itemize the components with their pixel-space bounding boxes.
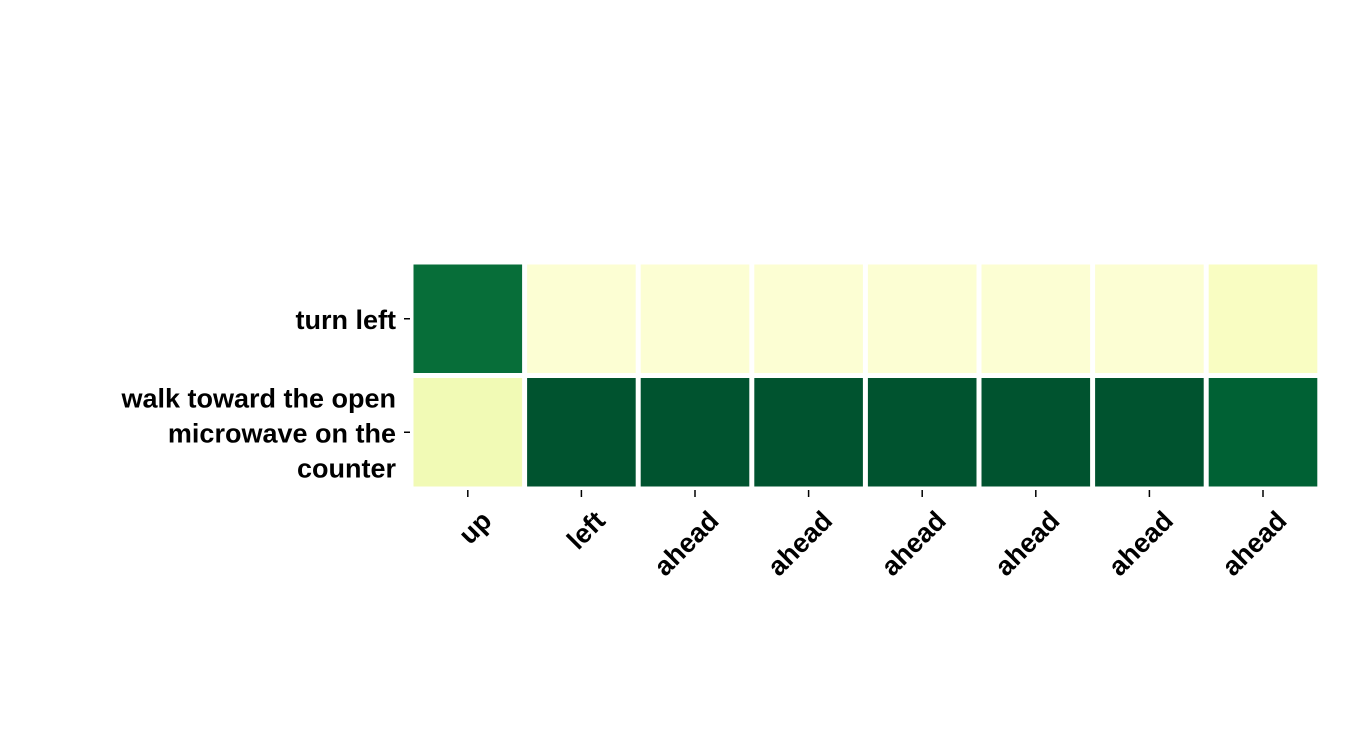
heatmap-cell-r1-c2	[640, 378, 750, 487]
heatmap-cell-r1-c6	[1095, 378, 1204, 487]
heatmap-cell-r1-c1	[527, 378, 636, 487]
heatmap-cell-r1-c3	[754, 378, 863, 487]
x-tick-label-3: ahead	[762, 505, 838, 581]
heatmap-cell-r1-c7	[1208, 378, 1318, 487]
x-tick-label-7: ahead	[1216, 505, 1292, 581]
y-tick-label-1: walk toward the open microwave on the coun…	[120, 383, 396, 483]
x-tick-label-6: ahead	[1103, 505, 1179, 581]
heatmap-cell-r0-c7	[1208, 264, 1318, 373]
y-axis: turn left walk toward the open microwave o…	[120, 305, 410, 483]
x-axis: up left ahead ahead ahead ahead ahead ahead	[453, 490, 1293, 582]
heatmap-cell-r0-c4	[867, 264, 977, 373]
x-tick-label-4: ahead	[875, 505, 951, 581]
x-tick-label-0: up	[453, 505, 498, 550]
heatmap-cell-r0-c3	[754, 264, 863, 373]
heatmap-cell-r0-c6	[1095, 264, 1204, 373]
heatmap-cell-r0-c1	[527, 264, 636, 373]
heatmap-cells	[413, 264, 1318, 487]
x-tick-label-2: ahead	[648, 505, 724, 581]
x-tick-label-1: left	[561, 505, 611, 555]
heatmap-cell-r1-c5	[981, 378, 1091, 487]
y-tick-label-0: turn left	[296, 305, 397, 335]
heatmap-cell-r0-c2	[640, 264, 750, 373]
heatmap-cell-r0-c5	[981, 264, 1091, 373]
heatmap-cell-r1-c0	[413, 378, 523, 487]
x-tick-label-5: ahead	[989, 505, 1065, 581]
heatmap-cell-r0-c0	[413, 264, 523, 373]
heatmap-cell-r1-c4	[867, 378, 977, 487]
